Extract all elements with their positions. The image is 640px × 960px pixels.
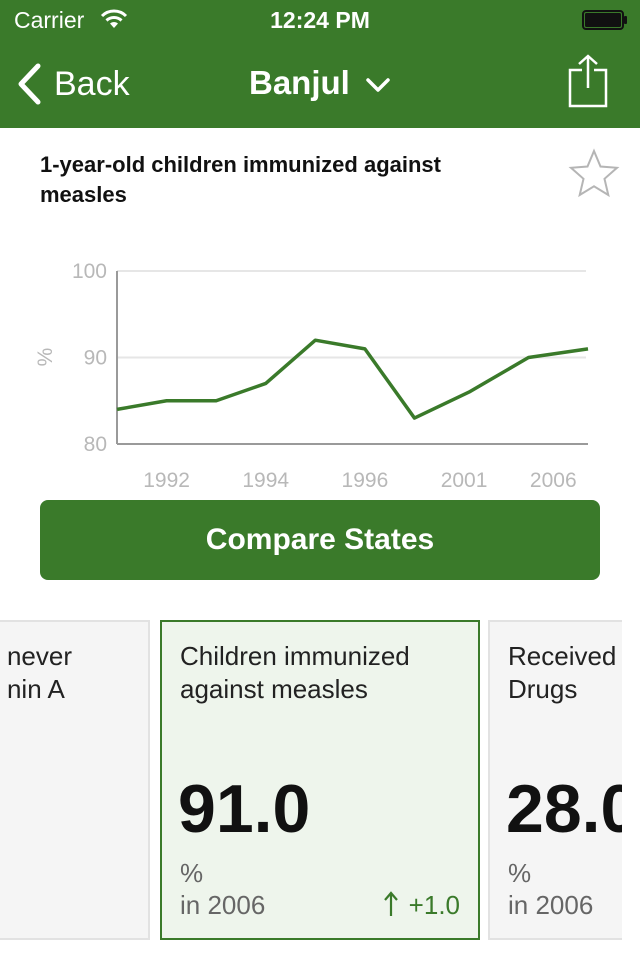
tile-unit: %: [508, 858, 532, 888]
tile-title: Received Drugs: [508, 641, 617, 704]
tile-title: never nin A: [6, 641, 72, 704]
share-icon[interactable]: [568, 54, 608, 108]
series-line: [116, 338, 589, 420]
back-label: Back: [54, 64, 130, 103]
status-bar: Carrier 12:24 PM: [0, 0, 640, 40]
indicator-title: 1-year-old children immunized against me…: [40, 152, 441, 207]
y-tick-label: 90: [84, 347, 107, 370]
y-axis-label: %: [34, 348, 57, 367]
tile-change: +1.0: [383, 890, 460, 921]
tile-value: 91.0: [178, 771, 311, 847]
status-time: 12:24 PM: [270, 7, 370, 33]
back-button[interactable]: Back: [16, 62, 130, 106]
location-selector[interactable]: Banjul: [0, 64, 640, 102]
tile-unit: %: [180, 858, 204, 888]
tile-value: 28.0: [506, 771, 622, 847]
indicator-tile-previous[interactable]: never nin A: [0, 620, 150, 940]
wifi-icon: [100, 9, 128, 28]
y-tick-label: 80: [84, 433, 107, 456]
x-tick-label: 1994: [242, 469, 289, 492]
tile-title: Children immunized against measles: [180, 641, 410, 704]
tile-year: in 2006: [180, 890, 266, 920]
y-tick-label: 100: [72, 260, 107, 283]
x-tick-label: 1996: [342, 469, 389, 492]
app-header: Carrier 12:24 PM Back Banjul: [0, 0, 640, 128]
x-tick-label: 2001: [441, 469, 488, 492]
x-tick-label: 1992: [143, 469, 190, 492]
tile-change-value: +1.0: [408, 890, 460, 920]
indicator-tile-selected[interactable]: Children immunized against measles 91.0 …: [160, 620, 480, 940]
chevron-left-icon: [18, 63, 41, 105]
favorite-star-icon[interactable]: [568, 148, 620, 200]
indicator-tile-next[interactable]: Received Drugs 28.0 % in 2006: [488, 620, 622, 940]
trend-line-chart: 100 90 80% 1992 1994 1996 2001 2006: [34, 260, 589, 492]
carrier-label: Carrier: [14, 7, 85, 33]
tile-year: in 2006: [508, 890, 594, 920]
x-tick-label: 2006: [530, 469, 577, 492]
chevron-down-icon: [366, 78, 390, 93]
compare-states-button[interactable]: Compare States: [40, 500, 600, 580]
arrow-up-icon: [383, 891, 398, 916]
navigation-bar: Back Banjul: [0, 40, 640, 128]
battery-icon: [582, 10, 627, 30]
location-title: Banjul: [248, 64, 350, 101]
